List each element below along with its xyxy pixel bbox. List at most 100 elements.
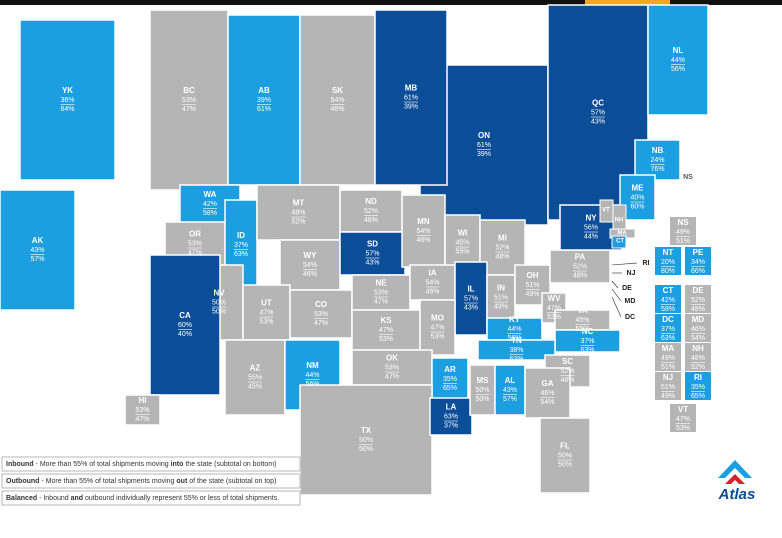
inbound-share: 52%	[691, 364, 705, 371]
region	[299, 384, 433, 496]
region-code: NJ	[663, 373, 673, 382]
legend-item: Inbound - More than 55% of total shipmen…	[6, 461, 276, 468]
outbound-share: 51%	[661, 384, 675, 391]
inbound-share: 47%	[182, 106, 196, 113]
inbound-share: 46%	[416, 237, 430, 244]
outbound-share: 43%	[503, 387, 517, 394]
legend-bold: into	[171, 461, 184, 468]
outbound-share: 47%	[259, 309, 273, 316]
outbound-share: 53%	[135, 407, 149, 414]
inbound-share: 58%	[203, 210, 217, 217]
region	[401, 194, 446, 268]
inbound-share: 55%	[455, 248, 469, 255]
region-code: MD	[692, 315, 705, 324]
table-cell	[685, 247, 711, 275]
region-code: WA	[204, 190, 217, 199]
region-code: UT	[261, 299, 272, 308]
region-code: OK	[386, 354, 398, 363]
outbound-share: 47%	[676, 416, 690, 423]
region-code: RI	[694, 373, 702, 382]
inbound-share: 65%	[691, 393, 705, 400]
region-code: IN	[497, 284, 505, 293]
region	[444, 214, 481, 271]
inbound-share: 60%	[630, 203, 644, 210]
outbound-share: 63%	[444, 413, 458, 420]
inbound-share: 63%	[580, 347, 594, 354]
outbound-share: 37%	[661, 326, 675, 333]
region	[351, 274, 411, 311]
legend-rest: of the state (subtotal on top)	[187, 478, 276, 485]
outbound-share: 45%	[455, 239, 469, 246]
table-cell	[670, 217, 696, 245]
state-label: DE	[622, 285, 632, 292]
inbound-share: 65%	[443, 385, 457, 392]
inbound-share: 48%	[691, 306, 705, 313]
region-code: NH	[692, 344, 704, 353]
outbound-share: 47%	[547, 305, 561, 312]
region-code: WY	[304, 251, 318, 260]
region-code: OH	[527, 271, 539, 280]
region-code: NS	[677, 218, 689, 227]
inbound-share: 46%	[303, 271, 317, 278]
outbound-share: 36%	[60, 97, 74, 104]
outbound-share: 48%	[291, 209, 305, 216]
inbound-share: 54%	[540, 399, 554, 406]
inbound-share: 54%	[691, 335, 705, 342]
region-code: MO	[431, 314, 444, 323]
region	[431, 357, 469, 401]
region-code: DC	[662, 315, 674, 324]
inbound-share: 56%	[305, 381, 319, 388]
small-state	[611, 235, 627, 249]
inbound-share: 51%	[661, 364, 675, 371]
logo: Atlas	[718, 460, 755, 503]
state-label: DC	[625, 314, 635, 321]
outbound-share: 44%	[671, 57, 685, 64]
inbound-share: 47%	[188, 249, 202, 256]
inbound-share: 49%	[494, 303, 508, 310]
region-code: NC	[582, 327, 594, 336]
region-code: PE	[693, 248, 704, 257]
outbound-share: 38%	[509, 347, 523, 354]
outbound-share: 48%	[691, 355, 705, 362]
legend-item: Balanced - Inbound and outbound individu…	[6, 495, 279, 502]
region	[351, 349, 433, 386]
outbound-share: 35%	[691, 384, 705, 391]
inbound-share: 46%	[425, 288, 439, 295]
inbound-share: 57%	[30, 256, 44, 263]
region-code: NB	[652, 146, 664, 155]
inbound-share: 58%	[661, 306, 675, 313]
region-code: AK	[32, 236, 44, 245]
inbound-share: 48%	[560, 377, 574, 384]
region-code: ID	[237, 231, 245, 240]
table-cell	[655, 247, 681, 275]
state-label: NS	[683, 174, 693, 181]
region-code: MT	[293, 199, 305, 208]
outbound-share: 20%	[661, 259, 675, 266]
inbound-share: 53%	[259, 318, 273, 325]
region-code: CA	[179, 311, 191, 320]
outbound-share: 45%	[575, 317, 589, 324]
outbound-share: 35%	[443, 376, 457, 383]
region-code: IA	[429, 269, 437, 278]
region	[339, 231, 406, 276]
region	[634, 139, 681, 181]
region-code: AZ	[250, 364, 261, 373]
inbound-share: 43%	[365, 259, 379, 266]
outbound-share: 37%	[234, 242, 248, 249]
outbound-share: 39%	[257, 97, 271, 104]
labels: YK 36% 64% AK 43% 57% BC 53% 47% AB 39% 61% SK 54% 46%…	[1, 46, 705, 506]
inbound-share: 56%	[507, 335, 521, 342]
region-code: NM	[306, 361, 319, 370]
region-code: VA	[577, 306, 588, 315]
inbound-share: 40%	[178, 331, 192, 338]
outbound-share: 57%	[591, 109, 605, 116]
inbound-share: 47%	[385, 373, 399, 380]
region-code: AL	[505, 376, 516, 385]
inbound-share: 53%	[379, 336, 393, 343]
region-code: SC	[562, 357, 573, 366]
inbound-share: 49%	[661, 393, 675, 400]
inbound-share: 50%	[359, 446, 373, 453]
legend-item: Outbound - More than 55% of total shipme…	[6, 478, 276, 485]
inbound-share: 50%	[212, 308, 226, 315]
